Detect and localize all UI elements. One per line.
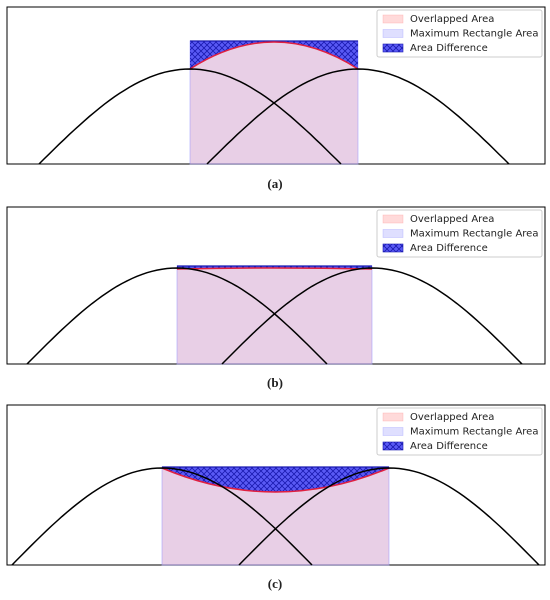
left-curve xyxy=(26,267,328,365)
panel: Overlapped Area Maximum Rectangle Area Are… xyxy=(6,404,546,591)
legend-label: Overlapped Area xyxy=(410,412,494,423)
legend-swatch xyxy=(382,441,404,451)
overlapped-area xyxy=(177,268,372,364)
legend-label: Overlapped Area xyxy=(410,14,494,25)
legend-swatch xyxy=(382,427,404,436)
legend-label: Area Difference xyxy=(410,43,488,54)
legend-swatch xyxy=(382,229,404,238)
legend-label: Area Difference xyxy=(410,243,488,254)
legend-swatch xyxy=(382,43,404,53)
legend-label: Maximum Rectangle Area xyxy=(410,229,538,240)
caption: (b) xyxy=(267,375,283,390)
legend-swatch xyxy=(382,14,404,24)
caption: (a) xyxy=(267,176,282,191)
legend-label: Maximum Rectangle Area xyxy=(410,427,538,438)
max-rectangle xyxy=(176,265,373,365)
legend-box xyxy=(376,407,543,456)
overlap-edge xyxy=(176,267,373,270)
legend-swatch xyxy=(382,29,404,38)
legend-label: Area Difference xyxy=(410,441,488,452)
overlap-edge xyxy=(189,41,359,70)
panel: Overlapped Area Maximum Rectangle Area Are… xyxy=(6,6,546,191)
legend-label: Maximum Rectangle Area xyxy=(410,29,538,40)
right-curve xyxy=(206,68,510,165)
right-curve xyxy=(238,467,540,566)
overlapped-area xyxy=(162,468,389,565)
right-curve xyxy=(221,267,523,365)
legend-label: Overlapped Area xyxy=(410,214,494,225)
legend-box xyxy=(376,209,543,258)
panel: Overlapped Area Maximum Rectangle Area Are… xyxy=(6,206,546,390)
left-curve xyxy=(11,467,313,566)
legend-box xyxy=(376,9,543,58)
overlap-edge xyxy=(161,467,390,493)
left-curve xyxy=(38,68,342,165)
legend-swatch xyxy=(382,243,404,253)
legend-swatch xyxy=(382,412,404,422)
caption: (c) xyxy=(268,576,282,591)
legend-swatch xyxy=(382,214,404,224)
